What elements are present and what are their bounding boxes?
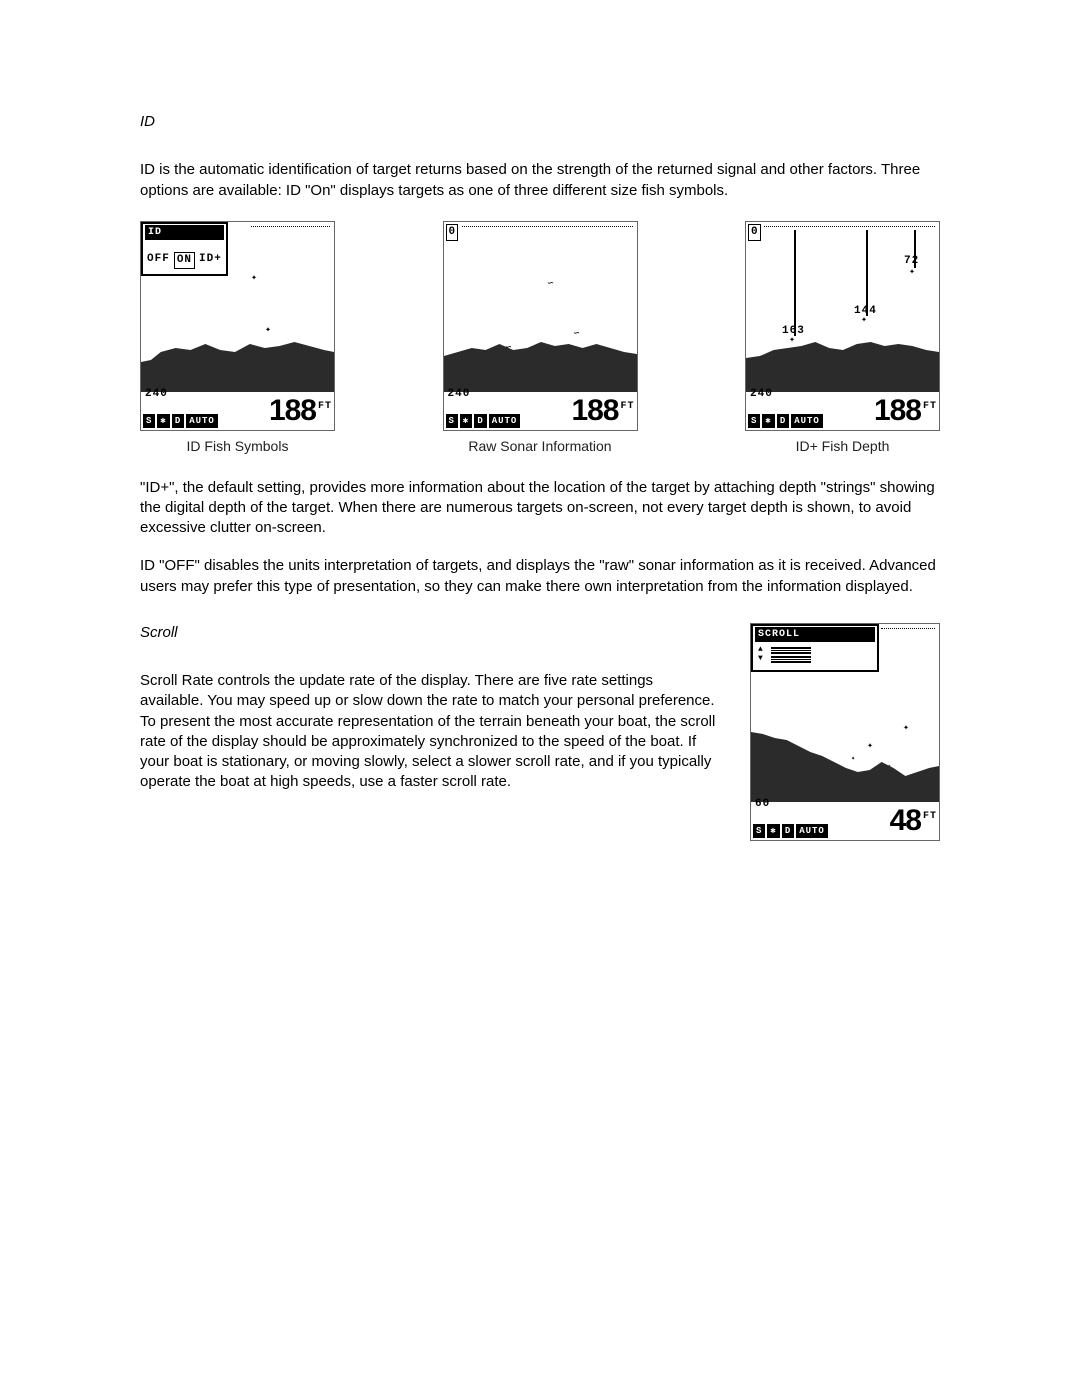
id-para-3: ID "OFF" disables the units interpretati… (140, 556, 940, 597)
status-auto: AUTO (796, 824, 828, 838)
depth-unit: FT (620, 400, 634, 414)
status-d: D (474, 414, 486, 428)
depth-unit: FT (923, 400, 937, 414)
rate-bars-icon (771, 656, 811, 663)
menu-title: ID (145, 225, 224, 241)
lcd-id-off: 0 ∽ ∽ ∽ ∽ 240 S ✱ D AUTO 188 FT (443, 221, 638, 431)
scroll-rate-rows (755, 642, 875, 667)
caption-id-off: Raw Sonar Information (468, 437, 611, 456)
status-star: ✱ (460, 414, 472, 428)
range-label: 240 (145, 387, 168, 402)
scale-line (251, 226, 330, 227)
bottom-terrain (444, 322, 637, 392)
status-star: ✱ (767, 824, 779, 838)
status-bar: S ✱ D AUTO (143, 414, 218, 428)
menu-title: SCROLL (755, 627, 875, 643)
depth-unit: FT (318, 400, 332, 414)
depth-readout: 48 (890, 801, 921, 841)
status-d: D (172, 414, 184, 428)
scroll-section: Scroll Scroll Rate controls the update r… (140, 623, 940, 841)
depth-readout: 188 (571, 391, 618, 431)
status-auto: AUTO (489, 414, 521, 428)
status-bar: S ✱ D AUTO (446, 414, 521, 428)
bottom-terrain (751, 712, 939, 802)
depth-unit: FT (923, 810, 937, 824)
status-star: ✱ (157, 414, 169, 428)
chevron-down-icon (758, 655, 763, 663)
zero-marker: 0 (446, 224, 459, 241)
scale-line (764, 226, 935, 227)
sonar-arc-icon: ∽ (548, 280, 554, 290)
range-label: 240 (448, 387, 471, 402)
status-s: S (143, 414, 155, 428)
fish-icon: ✦ (909, 268, 915, 278)
page: ID ID is the automatic identification of… (0, 0, 1080, 1397)
bottom-terrain (141, 322, 334, 392)
lcd-id-on: ID OFF ON ID+ ✦ ✦ ✦ ✦ 240 S (140, 221, 335, 431)
depth-readout: 188 (269, 391, 316, 431)
id-para-1: ID is the automatic identification of ta… (140, 160, 940, 201)
status-auto: AUTO (186, 414, 218, 428)
caption-id-on: ID Fish Symbols (187, 437, 289, 456)
status-s: S (748, 414, 760, 428)
depth-readout: 188 (874, 391, 921, 431)
status-s: S (446, 414, 458, 428)
status-d: D (782, 824, 794, 838)
figure-id-on: ID OFF ON ID+ ✦ ✦ ✦ ✦ 240 S (140, 221, 335, 456)
section-heading-id: ID (140, 112, 940, 132)
scroll-para-1: Scroll Rate controls the update rate of … (140, 671, 720, 793)
scroll-menu-box: SCROLL (751, 624, 879, 673)
fish-icon: ✦ (251, 274, 257, 284)
menu-opt-on: ON (174, 252, 195, 269)
status-bar: S ✱ D AUTO (753, 824, 828, 838)
range-label: 240 (750, 387, 773, 402)
bottom-terrain (746, 322, 939, 392)
status-d: D (777, 414, 789, 428)
section-heading-scroll: Scroll (140, 623, 720, 643)
depth-string (794, 230, 796, 336)
id-menu-box: ID OFF ON ID+ (141, 222, 228, 276)
menu-opt-idplus: ID+ (199, 252, 222, 269)
zero-marker: 0 (748, 224, 761, 241)
scale-line (881, 628, 935, 629)
status-auto: AUTO (791, 414, 823, 428)
range-label: 60 (755, 797, 770, 812)
lcd-scroll: SCROLL ✦ ✦ ✦ ✦ 60 (750, 623, 940, 841)
caption-id-plus: ID+ Fish Depth (796, 437, 890, 456)
chevron-up-icon (758, 646, 763, 654)
status-star: ✱ (762, 414, 774, 428)
scale-line (462, 226, 633, 227)
scroll-text-col: Scroll Scroll Rate controls the update r… (140, 623, 720, 811)
figure-id-off: 0 ∽ ∽ ∽ ∽ 240 S ✱ D AUTO 188 FT Raw Sona… (443, 221, 638, 456)
menu-options: OFF ON ID+ (145, 240, 224, 271)
id-para-2: "ID+", the default setting, provides mor… (140, 478, 940, 539)
status-s: S (753, 824, 765, 838)
rate-bars-icon (771, 647, 811, 654)
figure-scroll: SCROLL ✦ ✦ ✦ ✦ 60 (750, 623, 940, 841)
id-figure-row: ID OFF ON ID+ ✦ ✦ ✦ ✦ 240 S (140, 221, 940, 456)
figure-id-plus: 0 72 ✦ 144 ✦ 163 ✦ ✦ 240 (745, 221, 940, 456)
lcd-id-plus: 0 72 ✦ 144 ✦ 163 ✦ ✦ 240 (745, 221, 940, 431)
status-bar: S ✱ D AUTO (748, 414, 823, 428)
menu-opt-off: OFF (147, 252, 170, 269)
